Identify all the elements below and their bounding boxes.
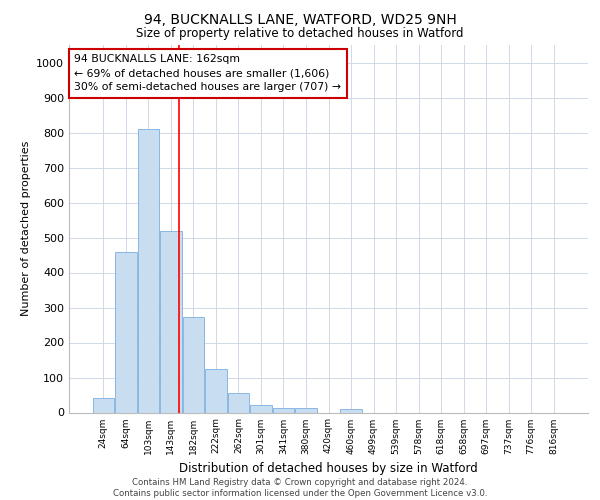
Y-axis label: Number of detached properties: Number of detached properties [20, 141, 31, 316]
Text: 94, BUCKNALLS LANE, WATFORD, WD25 9NH: 94, BUCKNALLS LANE, WATFORD, WD25 9NH [143, 12, 457, 26]
Bar [273, 408, 294, 412]
X-axis label: Distribution of detached houses by size in Watford: Distribution of detached houses by size … [179, 462, 478, 475]
Bar [228, 392, 249, 412]
Bar [137, 129, 159, 412]
Text: Size of property relative to detached houses in Watford: Size of property relative to detached ho… [136, 28, 464, 40]
Bar [160, 230, 182, 412]
Bar [182, 318, 204, 412]
Text: 94 BUCKNALLS LANE: 162sqm
← 69% of detached houses are smaller (1,606)
30% of se: 94 BUCKNALLS LANE: 162sqm ← 69% of detac… [74, 54, 341, 92]
Bar [115, 252, 137, 412]
Bar [205, 369, 227, 412]
Bar [92, 398, 114, 412]
Bar [250, 405, 272, 412]
Text: Contains HM Land Registry data © Crown copyright and database right 2024.
Contai: Contains HM Land Registry data © Crown c… [113, 478, 487, 498]
Bar [340, 409, 362, 412]
Bar [295, 408, 317, 412]
